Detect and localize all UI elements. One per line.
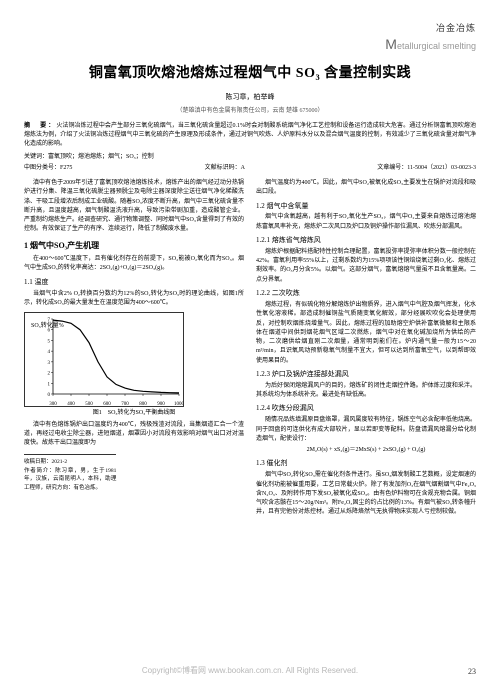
svg-text:600: 600 xyxy=(103,402,111,407)
section-1-heading: 1 烟气中SO₃产生机理 xyxy=(24,240,244,252)
authors: 陈习章，柏举峰 xyxy=(24,92,476,102)
section-1-2-2-heading: 1.2.2 二次吹炼 xyxy=(256,288,476,299)
keywords-label: 关键词： xyxy=(24,154,48,160)
svg-text:0: 0 xyxy=(48,393,51,398)
equation: 2M₂O(s) + xS₂(g)＝2MxS(s) + 2xSO₂(g) + O₂… xyxy=(256,446,476,455)
so3-conversion-chart: SO₃转化量%012345673004005006007008009001000 xyxy=(24,312,184,407)
svg-text:5: 5 xyxy=(48,340,51,345)
svg-text:900: 900 xyxy=(157,402,165,407)
journal-name-en: Metallurgical smelting xyxy=(385,41,476,51)
svg-text:500: 500 xyxy=(85,402,93,407)
abstract-label: 摘 要： xyxy=(24,123,56,129)
col2-p4: 熔炼过程，有似硫化物分解熔炼炉出物质界，进入烟气中气腔及烟气挥发，化水性氧化溶液… xyxy=(256,301,476,366)
column-left: 滇中有色于2009年引进了富氧顶吹熔池熔炼技术，熔炼产出的烟气经过动分热锅炉进行… xyxy=(24,179,244,520)
svg-text:2: 2 xyxy=(48,372,51,377)
receipt-date: 2021-2 xyxy=(52,459,68,465)
footnote-block: 收稿日期：2021-2 作者简介：陈习章，男，生于1981年，汉族，云南昆明人，… xyxy=(24,454,116,492)
section-1-1-para: 当烟气中含2% O₂转换百分数约为12%的SO₂转化为SO₃时的理论曲线，如图1… xyxy=(24,290,244,309)
doc-code: 文献标识码：A xyxy=(205,162,245,171)
journal-name-cn: 冶金冶炼 xyxy=(436,23,476,33)
figure-1: SO₃转化量%012345673004005006007008009001000… xyxy=(24,312,244,418)
class-number: 中图分类号：F275 xyxy=(24,162,72,171)
classification-row: 中图分类号：F275 文献标识码：A 文章编号：11-5004（2021）03-… xyxy=(24,162,476,171)
abstract: 摘 要：火法铜冶炼过程中会产生部分三氧化硫烟气，当三氧化硫含量超过0.1%时会对… xyxy=(24,122,476,149)
section-1-2-heading: 1.2 烟气中含氧量 xyxy=(256,201,476,212)
col2-p6: 随情况品炼填漏原目盘烙罩，漏风属度较有特征，锅炼空气必含配率低他烧高。同于回盘的… xyxy=(256,416,476,444)
affiliation: （楚雄滇中有色金属有限责任公司，云南 楚雄 675000） xyxy=(24,105,476,114)
copyright-footer: Copyright©博看网 www.bookan.com.cn. All Rig… xyxy=(0,665,500,676)
author-bio-label: 作者简介： xyxy=(24,468,55,474)
col2-p3: 熔炼炉根据配料搭配特性控制合理配置，富氧投弥率提弥率体积分数一般控制在42%。富… xyxy=(256,248,476,285)
section-1-1-heading: 1.1 温度 xyxy=(24,277,244,288)
col2-p1: 烟气温度约为400℃。因此，烟气中SO₂被氧化成SO₃主要发生在锅炉对流段和吸出… xyxy=(256,179,476,198)
svg-text:800: 800 xyxy=(139,402,147,407)
svg-text:300: 300 xyxy=(49,402,57,407)
keywords: 关键词：富氧顶吹；熔池熔炼；烟气；SO₃；控制 xyxy=(24,151,476,160)
journal-header: 冶金冶炼 Metallurgical smelting xyxy=(24,18,476,54)
article-title: 铜富氧顶吹熔池熔炼过程烟气中 SO₃ 含量控制实践 xyxy=(24,62,476,82)
svg-text:400: 400 xyxy=(67,402,75,407)
col2-p7: 烟气中SO₂转化SO₃需在催化剂条件进行。虽SO₃烟发制酸工艺数概，设定烟速的催… xyxy=(256,471,476,517)
intro-para: 滇中有色于2009年引进了富氧顶吹熔池熔炼技术，熔炼产出的烟气经过动分热锅炉进行… xyxy=(24,179,244,235)
svg-text:1000: 1000 xyxy=(174,402,184,407)
section-1-3-heading: 1.3 催化剂 xyxy=(256,458,476,469)
svg-text:1: 1 xyxy=(48,382,51,387)
section-1-2-4-heading: 1.2.4 吹炼分段漏风 xyxy=(256,403,476,414)
keywords-text: 富氧顶吹；熔池熔炼；烟气；SO₃；控制 xyxy=(48,154,154,160)
col2-p2: 烟气中含氧越高，越有利于SO₂氧化生产SO₃，烟气中O₂主要来自熔炼过熔池熔炼富… xyxy=(256,213,476,232)
svg-text:3: 3 xyxy=(48,361,51,366)
page-number: 23 xyxy=(468,667,476,676)
receipt-date-label: 收稿日期： xyxy=(24,459,52,465)
figure-1-caption: 图1 SO₃转化为SO₃平衡曲线图 xyxy=(24,409,244,418)
article-id: 文章编号：11-5004（2021）03-0023-3 xyxy=(377,162,476,171)
section-1-2-1-heading: 1.2.1 熔炼省气熔炼风 xyxy=(256,235,476,246)
col2-p5: 为后好保闭熔熔漏风户的目的，熔炼矿的闭性走烟控件路。炉体炼过度和采泮。其系统均为… xyxy=(256,382,476,401)
svg-text:4: 4 xyxy=(48,350,51,355)
svg-text:6: 6 xyxy=(48,329,51,334)
post-chart-para: 滇中有色熔炼锅炉出口温度约为400℃，残极残渣对流段，当集烟道汇合一个渣道，再经… xyxy=(24,421,244,449)
svg-text:700: 700 xyxy=(121,402,129,407)
column-right: 烟气温度约为400℃。因此，烟气中SO₂被氧化成SO₃主要发生在锅炉对流段和吸出… xyxy=(256,179,476,520)
section-1-para: 在400～600℃温度下，且有催化剂存在的前提下，SO₂能被O₂氧化而为SO₃。… xyxy=(24,255,244,274)
section-1-2-3-heading: 1.2.3 炉口及锅炉连接部处漏风 xyxy=(256,369,476,380)
abstract-text: 火法铜冶炼过程中会产生部分三氧化硫烟气，当三氧化硫含量超过0.1%时会对制酸系统… xyxy=(24,123,476,147)
